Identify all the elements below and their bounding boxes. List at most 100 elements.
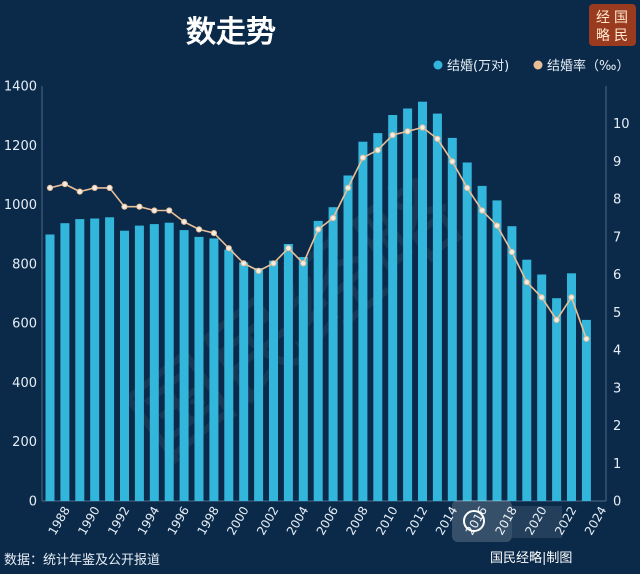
bar <box>358 141 368 501</box>
bar <box>120 230 129 501</box>
bar <box>343 175 353 501</box>
left-tick-label: 0 <box>29 495 37 510</box>
left-tick-label: 600 <box>12 317 37 332</box>
bar <box>432 113 442 501</box>
rate-point <box>404 128 411 135</box>
rate-point <box>493 222 501 229</box>
bar <box>105 217 115 502</box>
bar <box>447 137 457 501</box>
bar <box>149 224 159 501</box>
rate-point <box>195 226 203 233</box>
stamp-char: 国 <box>614 10 628 26</box>
rate-point <box>270 260 277 267</box>
rate-point <box>330 214 337 222</box>
brand-logo-mark <box>512 506 562 538</box>
bar <box>552 298 562 501</box>
bar <box>209 238 219 501</box>
bar <box>179 230 189 501</box>
left-axis-ticks: 0 200 400 600 800 1000 1200 1400 <box>4 80 37 510</box>
left-tick-label: 1000 <box>4 198 37 213</box>
bar <box>45 234 55 501</box>
bar <box>492 200 502 501</box>
left-tick-label: 800 <box>12 257 37 272</box>
left-tick-label: 1400 <box>4 80 37 95</box>
stamp-char: 民 <box>614 28 628 44</box>
rate-point <box>359 154 366 161</box>
rate-point <box>76 188 83 195</box>
rate-point <box>538 294 545 301</box>
rate-point <box>508 248 515 256</box>
rate-point <box>553 316 560 323</box>
bar <box>298 257 308 501</box>
rate-point <box>464 184 471 191</box>
rate-point <box>434 135 441 142</box>
rate-point <box>583 335 590 342</box>
legend: 结婚(万对) 结婚率（‰） <box>433 58 629 74</box>
bar <box>477 185 487 501</box>
rate-point <box>523 279 530 286</box>
right-tick-label: 6 <box>613 268 621 283</box>
brand-logo-icon <box>463 510 485 532</box>
stamp-background <box>589 4 636 46</box>
rate-point <box>344 184 352 191</box>
rate-point <box>300 260 307 267</box>
bar <box>403 108 413 501</box>
bar <box>567 273 576 501</box>
bar <box>522 259 532 501</box>
brand-footer-bg <box>486 544 638 568</box>
right-tick-label: 5 <box>613 306 621 321</box>
rate-point <box>46 184 54 191</box>
left-tick-label: 200 <box>12 435 37 450</box>
brand-stamp: 经 国 略 民 <box>589 4 636 46</box>
right-tick-label: 1 <box>613 457 621 472</box>
bar <box>75 219 85 501</box>
bar <box>283 244 293 501</box>
legend-bar-label: 结婚(万对) <box>447 59 509 74</box>
line-series <box>46 124 590 342</box>
stamp-char: 略 <box>596 28 610 44</box>
rate-point <box>315 226 322 233</box>
rate-point <box>166 207 173 214</box>
legend-line-label: 结婚率（‰） <box>547 58 629 74</box>
right-tick-label: 8 <box>613 193 621 208</box>
source-note: 数据：统计年鉴及公开报道 <box>4 553 160 568</box>
bar <box>507 226 517 501</box>
rate-point <box>389 131 396 139</box>
rate-point <box>136 203 143 210</box>
rate-point <box>106 184 113 191</box>
legend-bar-marker <box>433 60 443 70</box>
right-tick-label: 3 <box>613 381 621 396</box>
bar-series <box>45 101 591 502</box>
rate-point <box>91 184 98 191</box>
rate-point <box>210 230 217 237</box>
rate-point <box>181 218 188 225</box>
rate-point <box>374 147 381 154</box>
bar <box>194 236 204 501</box>
right-axis-ticks: 0 1 2 3 4 5 6 7 8 9 10 <box>613 117 630 509</box>
bar <box>581 319 591 501</box>
bar <box>269 260 278 501</box>
left-tick-label: 1200 <box>4 139 37 154</box>
right-tick-label: 4 <box>613 344 621 359</box>
bar <box>418 101 427 501</box>
rate-point <box>61 181 69 188</box>
rate-point <box>449 158 456 165</box>
rate-point <box>240 260 247 267</box>
rate-point <box>419 124 426 131</box>
brand-footer: 国民经略|制图 <box>452 500 638 568</box>
bar <box>328 207 338 501</box>
rate-point <box>151 207 158 214</box>
bar <box>134 225 144 501</box>
bar <box>224 249 234 501</box>
right-tick-label: 2 <box>613 419 621 434</box>
rate-point <box>568 294 575 301</box>
rate-point <box>285 245 292 252</box>
bar <box>388 115 398 501</box>
bar <box>462 162 472 501</box>
stamp-char: 经 <box>596 10 610 26</box>
chart-title: 数走势 <box>186 15 276 50</box>
rate-point <box>479 207 486 214</box>
brand-logo-badge <box>452 500 512 542</box>
rate-point <box>121 203 128 210</box>
